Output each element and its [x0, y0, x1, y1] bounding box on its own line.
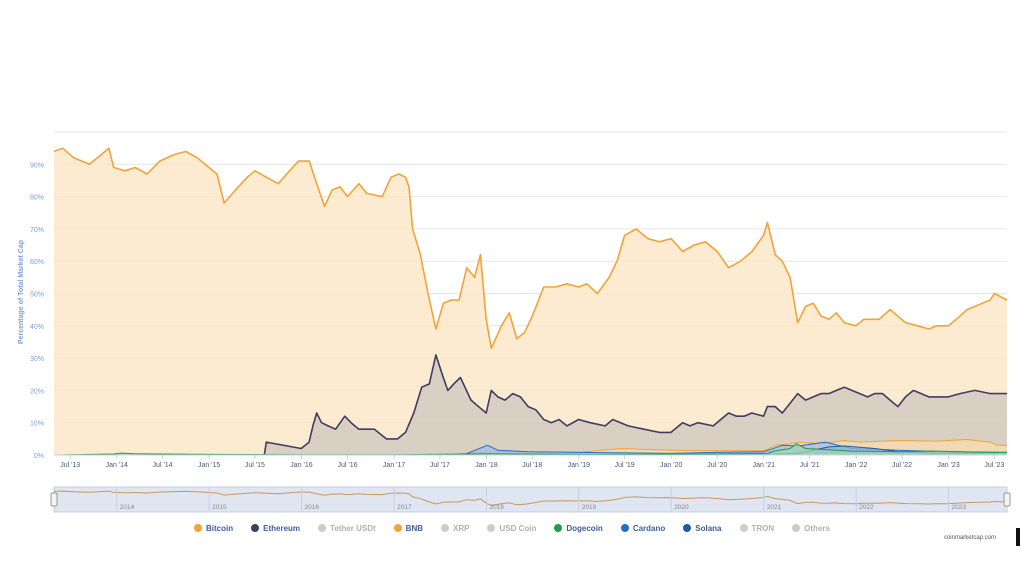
series-line-ethereum[interactable] [263, 354, 1007, 456]
y-tick-label: 70% [30, 227, 44, 234]
x-tick-label: Jan '17 [383, 462, 405, 469]
navigator-tick-label: 2015 [212, 504, 227, 511]
x-tick-label: Jan '23 [937, 462, 959, 469]
x-tick-label: Jul '13 [60, 462, 80, 469]
y-tick-label: 10% [30, 421, 44, 428]
y-tick-label: 60% [30, 259, 44, 266]
edge-mark [1016, 528, 1020, 546]
navigator-tick-label: 2023 [952, 504, 967, 511]
legend: Bitcoin Ethereum Tether USDt BNB XRP USD Coin… [0, 518, 1024, 538]
legend-item-bitcoin[interactable]: Bitcoin [194, 524, 233, 533]
x-tick-label: Jul '21 [800, 462, 820, 469]
x-tick-label: Jan '14 [106, 462, 128, 469]
legend-label: BNB [405, 523, 424, 533]
x-tick-label: Jul '18 [522, 462, 542, 469]
navigator[interactable]: 2014 2015 2016 2017 2018 2019 2020 2021 2022 2023 [50, 486, 1011, 513]
legend-marker-icon [251, 524, 260, 532]
navigator-tick-label: 2019 [582, 504, 597, 511]
y-axis-title: Percentage of Total Market Cap [18, 240, 25, 344]
legend-label: Dogecoin [566, 523, 603, 533]
legend-marker-icon [487, 524, 496, 532]
series-area-solana [697, 446, 1007, 455]
navigator-window[interactable] [53, 486, 1008, 513]
legend-marker-icon [683, 524, 692, 532]
legend-item-xrp[interactable]: XRP [441, 524, 469, 533]
y-tick-label: 80% [30, 195, 44, 202]
x-tick-label: Jul '16 [338, 462, 358, 469]
legend-label: Ethereum [263, 523, 301, 533]
legend-marker-icon [620, 524, 629, 532]
legend-item-tether-usdt[interactable]: Tether USDt [318, 524, 376, 533]
navigator-tick-label: 2016 [304, 504, 319, 511]
legend-item-solana[interactable]: Solana [683, 523, 722, 533]
navigator-tick-label: 2022 [859, 504, 874, 511]
credit-text: coinmarketcap.com [943, 535, 996, 541]
legend-marker-icon [554, 524, 563, 532]
y-tick-label: 50% [30, 292, 44, 299]
series-layer[interactable] [53, 147, 1008, 456]
legend-marker-icon [194, 524, 203, 532]
legend-item-tron[interactable]: TRON [739, 523, 775, 533]
legend-item-cardano[interactable]: Cardano [620, 523, 666, 533]
legend-item-others[interactable]: Others [792, 524, 830, 533]
series-area-bitcoin [54, 148, 1007, 455]
legend-marker-icon [792, 524, 801, 532]
x-tick-label: Jan '21 [753, 462, 775, 469]
y-tick-label: 40% [30, 324, 44, 331]
series-line-dogecoin[interactable] [53, 443, 1007, 456]
legend-item-bnb[interactable]: BNB [393, 523, 424, 533]
legend-item-dogecoin[interactable]: Dogecoin [554, 523, 603, 533]
x-tick-label: Jul '15 [245, 462, 265, 469]
x-tick-label: Jul '23 [984, 462, 1004, 469]
legend-label: Bitcoin [206, 523, 234, 533]
x-tick-label: Jan '22 [845, 462, 867, 469]
x-tick-label: Jan '20 [660, 462, 682, 469]
legend-marker-icon [318, 524, 327, 532]
x-tick-label: Jan '16 [290, 462, 312, 469]
legend-label: Tether USDt [330, 523, 376, 533]
x-tick-label: Jul '22 [892, 462, 912, 469]
legend-marker-icon [393, 524, 402, 532]
legend-label: Solana [695, 523, 722, 533]
x-tick-label: Jul '19 [615, 462, 635, 469]
series-line-bitcoin[interactable] [53, 147, 1008, 350]
navigator-tick-label: 2021 [767, 504, 782, 511]
y-tick-label: 0% [34, 453, 44, 460]
series-area-ethereum [264, 354, 1007, 455]
legend-label: XRP [453, 523, 470, 533]
legend-label: Cardano [632, 523, 666, 533]
navigator-tick-label: 2018 [489, 504, 504, 511]
legend-marker-icon [739, 524, 748, 532]
navigator-tick-label: 2014 [120, 504, 135, 511]
series-line-bnb[interactable] [445, 439, 1007, 456]
navigator-handle-left[interactable] [50, 492, 58, 507]
x-axis: Jul '13 Jan '14 Jul '14 Jan '15 Jul '15 Jan '… [54, 454, 1007, 469]
legend-label: USD Coin [499, 523, 537, 533]
y-tick-label: 30% [30, 356, 44, 363]
x-tick-label: Jul '20 [707, 462, 727, 469]
navigator-tick-label: 2017 [397, 504, 412, 511]
legend-item-ethereum[interactable]: Ethereum [251, 524, 300, 533]
y-axis: 0% 10% 20% 30% 40% 50% 60% 70% 80% 90% [30, 162, 44, 460]
legend-item-usd-coin[interactable]: USD Coin [487, 524, 536, 533]
navigator-series-line [53, 490, 1008, 506]
y-tick-label: 20% [30, 388, 44, 395]
x-tick-label: Jan '18 [475, 462, 497, 469]
legend-marker-icon [441, 524, 450, 532]
x-tick-label: Jan '15 [198, 462, 220, 469]
y-tick-label: 90% [30, 162, 44, 169]
navigator-tick-label: 2020 [674, 504, 689, 511]
x-tick-label: Jul '17 [430, 462, 450, 469]
x-tick-label: Jul '14 [153, 462, 173, 469]
navigator-handle-right[interactable] [1003, 492, 1011, 507]
x-tick-label: Jan '19 [568, 462, 590, 469]
legend-label: TRON [751, 523, 775, 533]
legend-label: Others [804, 523, 830, 533]
